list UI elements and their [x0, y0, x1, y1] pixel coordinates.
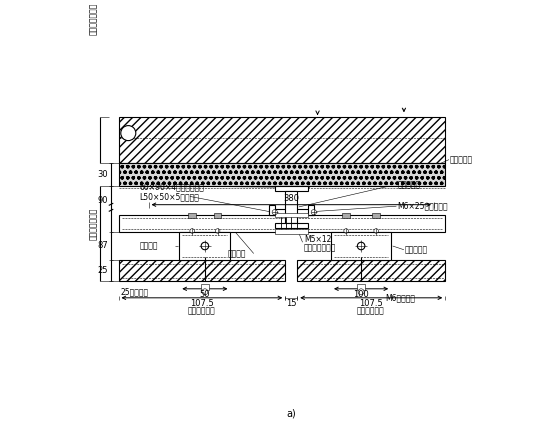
- Text: 幕墙分格尺寸: 幕墙分格尺寸: [188, 306, 216, 315]
- Text: 30: 30: [97, 170, 108, 179]
- Bar: [201, 284, 209, 290]
- Bar: [275, 230, 308, 234]
- Circle shape: [201, 242, 209, 250]
- Bar: [285, 191, 297, 223]
- Bar: [372, 213, 380, 218]
- Bar: [297, 260, 445, 281]
- Text: M6后切螺栓: M6后切螺栓: [385, 293, 415, 302]
- Text: 107.5: 107.5: [359, 298, 382, 307]
- Text: 保温防火层: 保温防火层: [450, 155, 473, 164]
- Bar: [357, 284, 365, 290]
- Text: 100: 100: [353, 290, 369, 299]
- Bar: [275, 186, 308, 191]
- Bar: [275, 213, 308, 218]
- Bar: [119, 117, 445, 163]
- Text: 按实际工程采用: 按实际工程采用: [89, 207, 98, 240]
- Circle shape: [121, 126, 136, 141]
- Circle shape: [190, 229, 194, 233]
- Circle shape: [344, 229, 348, 233]
- Text: 60×90×4镀锌钢通主梁: 60×90×4镀锌钢通主梁: [139, 182, 204, 191]
- Circle shape: [216, 229, 220, 233]
- Text: 按实际工程采用: 按实际工程采用: [89, 2, 98, 34]
- Bar: [342, 213, 350, 218]
- Bar: [275, 223, 308, 228]
- Text: 15: 15: [286, 298, 296, 307]
- Text: 锁紧螺钉: 锁紧螺钉: [139, 242, 158, 251]
- Bar: [269, 205, 275, 215]
- Text: 铝合金挂件: 铝合金挂件: [405, 245, 428, 254]
- Bar: [331, 232, 391, 260]
- Text: 防腐垫片: 防腐垫片: [227, 249, 246, 258]
- Circle shape: [358, 289, 364, 295]
- Circle shape: [311, 209, 316, 215]
- Bar: [269, 209, 314, 215]
- Circle shape: [374, 229, 379, 233]
- Text: 87: 87: [97, 242, 108, 251]
- Bar: [119, 163, 445, 186]
- Text: 25: 25: [97, 266, 108, 275]
- Bar: [214, 213, 221, 218]
- Circle shape: [202, 289, 208, 295]
- Circle shape: [272, 209, 277, 215]
- Text: 不锈钢微调螺钉: 不锈钢微调螺钉: [304, 244, 337, 253]
- Bar: [119, 260, 285, 281]
- Bar: [308, 205, 314, 215]
- Bar: [188, 213, 196, 218]
- Text: M6×25不锈钢螺杆: M6×25不锈钢螺杆: [397, 202, 448, 211]
- Text: L50×50×5镀锌角钢: L50×50×5镀锌角钢: [139, 192, 199, 201]
- Text: 107.5: 107.5: [190, 298, 214, 307]
- Circle shape: [357, 242, 365, 250]
- Text: 90: 90: [97, 196, 108, 205]
- Text: M5×12: M5×12: [304, 236, 332, 245]
- Text: 380: 380: [283, 194, 299, 203]
- Bar: [119, 215, 445, 232]
- Text: 50: 50: [200, 290, 210, 299]
- Text: a): a): [286, 408, 296, 418]
- Text: 25厚花岗石: 25厚花岗石: [121, 287, 149, 296]
- Text: 幕墙分格尺寸: 幕墙分格尺寸: [357, 306, 385, 315]
- Bar: [179, 232, 230, 260]
- Text: 不锈钢螺杆: 不锈钢螺杆: [397, 180, 421, 189]
